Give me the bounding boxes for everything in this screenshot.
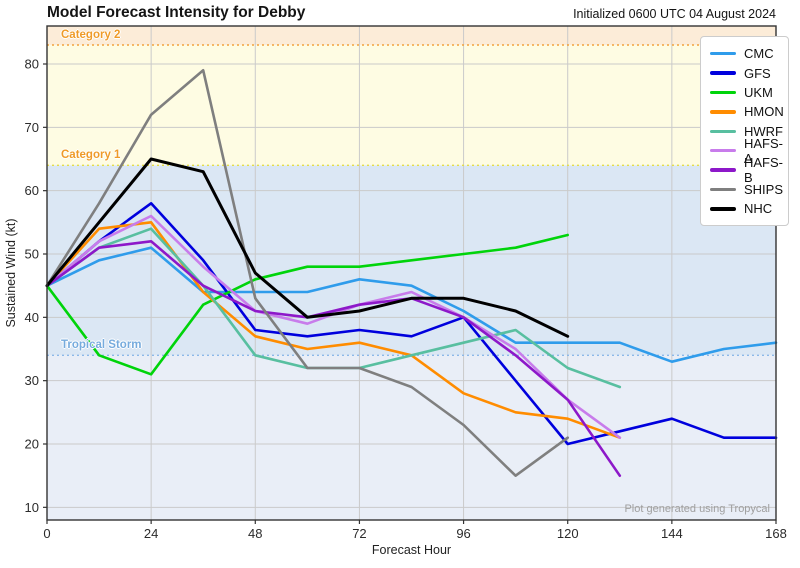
y-axis-title: Sustained Wind (kt) [4,218,18,328]
series-line-nhc [45,157,570,338]
legend-label: CMC [744,46,774,62]
tick-marks [43,63,777,524]
init-time-label: Initialized 0600 UTC 04 August 2024 [573,7,776,21]
x-tick-label: 24 [144,526,158,541]
legend-item-ukm: UKM [710,83,788,102]
legend: CMC GFS UKM HMON HWRF HAFS-A HAFS-B SHIPS NHC [700,36,789,226]
x-tick-label: 48 [248,526,262,541]
x-tick-label: 96 [456,526,470,541]
legend-swatch-gfs [710,71,736,75]
legend-item-nhc: NHC [710,199,788,218]
zone-label-category-1: Category 1 [61,148,121,161]
legend-swatch-cmc [710,51,736,56]
below-storm-zone [47,355,776,520]
legend-label: SHIPS [744,181,784,197]
series-line-ukm [45,233,570,376]
watermark: Plot generated using Tropycal [624,503,770,515]
y-tick-label: 30 [25,373,39,388]
legend-label: GFS [744,65,771,81]
legend-label: NHC [744,201,773,217]
legend-swatch-nhc [710,207,736,211]
legend-item-cmc: CMC [710,44,788,63]
legend-label: HWRF [744,123,783,139]
series-line-hmon [45,221,622,440]
legend-item-gfs: GFS [710,63,788,82]
legend-label: UKM [744,84,773,100]
legend-label: HAFS-A [744,135,783,166]
x-tick-label: 144 [661,526,683,541]
legend-label: HMON [744,104,784,120]
series-line-gfs [45,202,778,446]
y-tick-label: 60 [25,183,39,198]
legend-swatch-hafs-a [710,148,736,153]
x-tick-label: 0 [43,526,50,541]
y-tick-label: 10 [25,500,39,515]
y-tick-label: 20 [25,437,39,452]
series-line-cmc [45,246,778,364]
legend-item-hafs-a: HAFS-A [710,136,788,166]
zone-label-category-2: Category 2 [61,28,121,41]
y-tick-label: 50 [25,247,39,262]
series-line-ships [45,69,570,478]
category-2-zone [47,26,776,45]
y-tick-label: 80 [25,57,39,72]
legend-item-hafs-b: HAFS-B [710,155,788,185]
plot-border [46,25,777,521]
zone-label-tropical-storm: Tropical Storm [61,338,142,351]
legend-label: HAFS-B [744,155,783,186]
y-tick-label: 40 [25,310,39,325]
series-line-hafs-b [45,240,622,478]
x-tick-label: 120 [557,526,579,541]
x-tick-label: 72 [352,526,366,541]
legend-swatch-ships [710,187,736,192]
legend-item-hwrf: HWRF [710,122,788,141]
chart-title: Model Forecast Intensity for Debby [47,4,306,21]
legend-swatch-hmon [710,110,736,114]
legend-swatch-hwrf [710,129,736,133]
category-1-zone [47,45,776,166]
legend-swatch-ukm [710,90,736,95]
y-tick-label: 70 [25,120,39,135]
legend-item-ships: SHIPS [710,180,788,199]
legend-item-hmon: HMON [710,102,788,121]
legend-swatch-hafs-b [710,168,736,172]
x-axis-title: Forecast Hour [371,543,452,557]
x-tick-label: 168 [765,526,787,541]
